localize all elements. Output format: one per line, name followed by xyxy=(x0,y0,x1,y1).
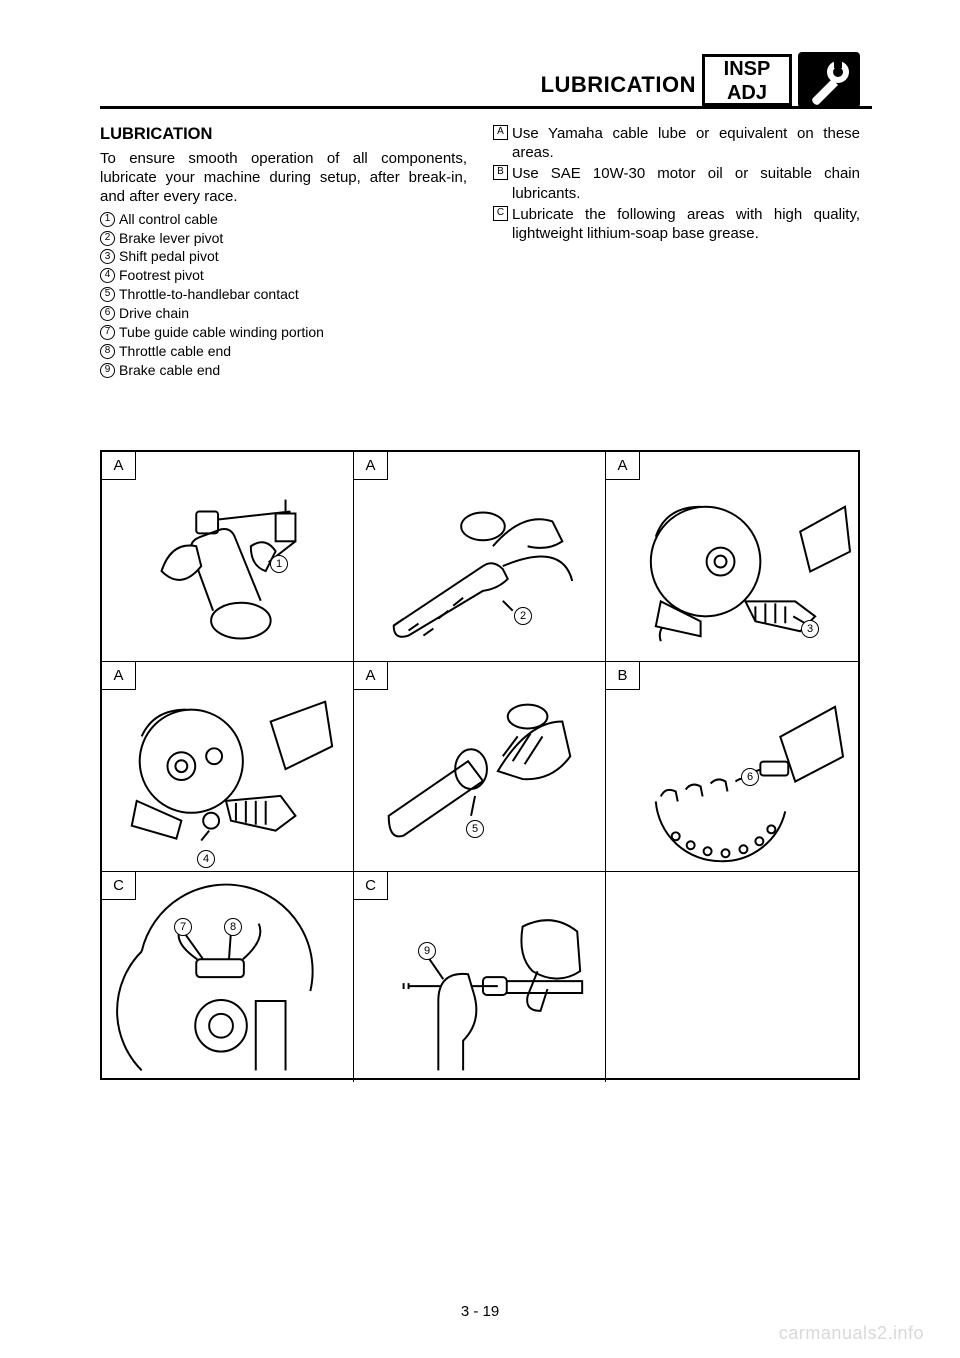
manual-page: LUBRICATION INSP ADJ LUBRICATION To ensu… xyxy=(0,0,960,1358)
diagram-cell: A 5 xyxy=(354,662,606,872)
diagram-cell: A 2 xyxy=(354,452,606,662)
lube-point-list: 1All control cable 2Brake lever pivot 3S… xyxy=(100,211,467,380)
diagram-cell: A 4 xyxy=(102,662,354,872)
diagram-cell: B 6 xyxy=(606,662,858,872)
text-columns: LUBRICATION To ensure smooth operation o… xyxy=(100,124,860,381)
badge-top: INSP xyxy=(705,57,789,81)
cell-tag: A xyxy=(354,662,388,690)
diagram-cell-empty xyxy=(606,872,858,1082)
cell-tag: A xyxy=(102,662,136,690)
badge-bottom: ADJ xyxy=(705,81,789,105)
lubrication-diagram: A 1 A xyxy=(100,450,860,1080)
cell-tag: A xyxy=(354,452,388,480)
illustration-brake-cable-end xyxy=(354,872,605,1080)
left-column: LUBRICATION To ensure smooth operation o… xyxy=(100,124,467,381)
callout-number: 3 xyxy=(801,620,819,638)
cell-tag: A xyxy=(606,452,640,480)
diagram-cell: A 1 xyxy=(102,452,354,662)
illustration-drive-chain xyxy=(606,662,858,871)
diagram-cell: C 9 xyxy=(354,872,606,1082)
list-item: Tube guide cable winding portion xyxy=(119,324,324,342)
callout-number: 2 xyxy=(514,607,532,625)
diagram-cell: C 7 8 xyxy=(102,872,354,1082)
list-item: All control cable xyxy=(119,211,218,229)
diagram-cell: A 3 xyxy=(606,452,858,662)
illustration-brake-lever xyxy=(354,452,605,660)
lube-note: Use Yamaha cable lube or equivalent on t… xyxy=(512,124,860,162)
illustration-tube-guide xyxy=(102,872,353,1080)
illustration-throttle xyxy=(354,662,605,870)
list-item: Shift pedal pivot xyxy=(119,248,219,266)
list-item: Throttle-to-handlebar contact xyxy=(119,286,299,304)
cell-tag: C xyxy=(102,872,136,900)
list-item: Footrest pivot xyxy=(119,267,204,285)
callout-number: 4 xyxy=(197,850,215,868)
watermark: carmanuals2.info xyxy=(779,1323,924,1344)
left-heading: LUBRICATION xyxy=(100,124,467,145)
list-item: Brake lever pivot xyxy=(119,230,223,248)
cell-tag: A xyxy=(102,452,136,480)
cell-tag: C xyxy=(354,872,388,900)
illustration-spray-can xyxy=(102,452,353,660)
header-badge: INSP ADJ xyxy=(702,54,792,106)
cell-tag: B xyxy=(606,662,640,690)
illustration-shift-pedal xyxy=(606,452,858,661)
wrench-icon xyxy=(798,52,860,108)
callout-number: 1 xyxy=(270,555,288,573)
callout-number: 7 xyxy=(174,918,192,936)
header-rule xyxy=(100,106,872,109)
page-number: 3 - 19 xyxy=(0,1303,960,1320)
header-section-title: LUBRICATION xyxy=(541,72,696,98)
list-item: Brake cable end xyxy=(119,362,220,380)
callout-number: 8 xyxy=(224,918,242,936)
illustration-footrest xyxy=(102,662,353,870)
intro-para: To ensure smooth operation of all compon… xyxy=(100,149,467,207)
callout-number: 9 xyxy=(418,942,436,960)
lube-note: Use SAE 10W-30 motor oil or suitable cha… xyxy=(512,164,860,202)
list-item: Drive chain xyxy=(119,305,189,323)
callout-l: 5 xyxy=(466,820,484,838)
lube-note: Lubricate the following areas with high … xyxy=(512,205,860,243)
right-column: AUse Yamaha cable lube or equivalent on … xyxy=(493,124,860,381)
callout-number: 6 xyxy=(741,768,759,786)
list-item: Throttle cable end xyxy=(119,343,231,361)
